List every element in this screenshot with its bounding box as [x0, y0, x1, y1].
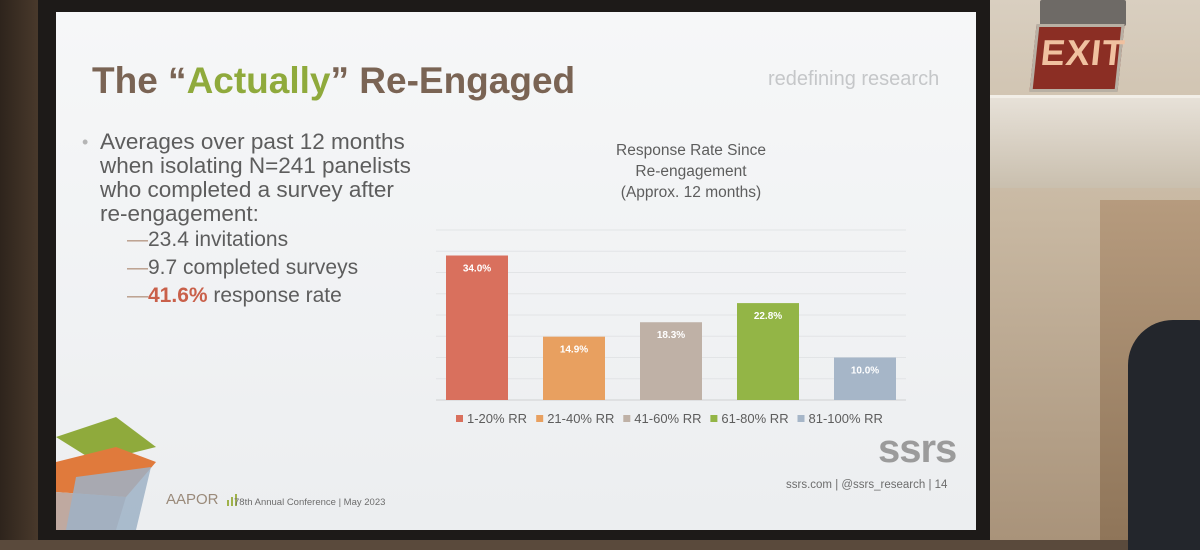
dash-icon: — — [127, 256, 148, 279]
bullet-main: • Averages over past 12 months when isol… — [82, 130, 412, 226]
data-label: 14.9% — [560, 345, 588, 356]
data-label: 22.8% — [754, 311, 782, 322]
slide-title: The “Actually” Re-Engaged — [92, 60, 575, 102]
ssrs-logo: ssrs — [878, 427, 957, 471]
legend-label: 41-60% RR — [634, 411, 701, 426]
ceiling-beam — [985, 95, 1200, 188]
bullet-list: • Averages over past 12 months when isol… — [82, 130, 412, 310]
slide-title-post: ” Re-Engaged — [330, 60, 576, 101]
dash-icon: — — [127, 284, 148, 307]
legend-label: 61-80% RR — [721, 411, 788, 426]
aapor-bars-icon — [227, 494, 237, 506]
dash-icon: — — [127, 228, 148, 251]
response-rate-value: 41.6% — [148, 284, 208, 307]
chart-title-line: Re-engagement — [635, 163, 747, 180]
bar-2 — [543, 336, 605, 400]
slide-footer: ssrs.com | @ssrs_research | 14 — [786, 479, 948, 491]
legend-label: 21-40% RR — [547, 411, 614, 426]
chart-title-line: Response Rate Since — [616, 142, 766, 159]
legend-swatch — [797, 415, 805, 422]
bullet-dot-icon: • — [82, 132, 89, 152]
sub-item-text: 9.7 completed surveys — [148, 256, 359, 279]
bar-1 — [446, 255, 508, 400]
conference-footer: 78th Annual Conference | May 2023 — [234, 497, 386, 508]
chart-title-line: (Approx. 12 months) — [620, 184, 762, 201]
exit-sign-text: EXIT — [1038, 32, 1128, 73]
audience-person — [1128, 320, 1200, 550]
data-label: 18.3% — [657, 330, 685, 341]
exit-sign-housing — [1040, 0, 1126, 26]
bullet-main-text: Averages over past 12 months when isolat… — [100, 129, 411, 226]
legend-label: 81-100% RR — [809, 411, 883, 426]
slide-title-pre: The “ — [92, 60, 187, 101]
sub-item-text: response rate — [207, 284, 342, 307]
bar-5 — [834, 357, 896, 400]
data-label: 10.0% — [851, 366, 879, 377]
bar-chart: 34.0% 14.9% 18.3% 22.8% 10.0% 1-20% RR 21-40% … — [436, 229, 906, 426]
legend-label: 1-20% RR — [467, 411, 527, 426]
legend-swatch — [623, 415, 631, 422]
bar-4 — [737, 303, 799, 400]
sub-item-response-rate: —41.6% response rate — [82, 282, 412, 310]
aapor-logo: AAPOR — [166, 491, 219, 508]
tagline: redefining research — [768, 68, 940, 90]
data-label: 34.0% — [463, 264, 491, 275]
sub-item-text: 23.4 invitations — [148, 228, 289, 251]
legend-swatch — [536, 415, 544, 422]
chart-title: Response Rate Since Re-engagement (Appro… — [576, 140, 806, 203]
legend-swatch — [456, 415, 463, 422]
room-wall-left — [0, 0, 40, 540]
bar-3 — [640, 322, 702, 400]
sub-item-invitations: —23.4 invitations — [82, 226, 412, 254]
legend-swatch — [710, 415, 718, 422]
exit-sign: EXIT — [1029, 0, 1127, 92]
slide-title-accent: Actually — [186, 60, 331, 101]
sub-item-completed: —9.7 completed surveys — [82, 254, 412, 282]
presentation-slide: The “Actually” Re-Engaged redefining res… — [56, 12, 976, 530]
corner-decoration — [56, 417, 156, 530]
